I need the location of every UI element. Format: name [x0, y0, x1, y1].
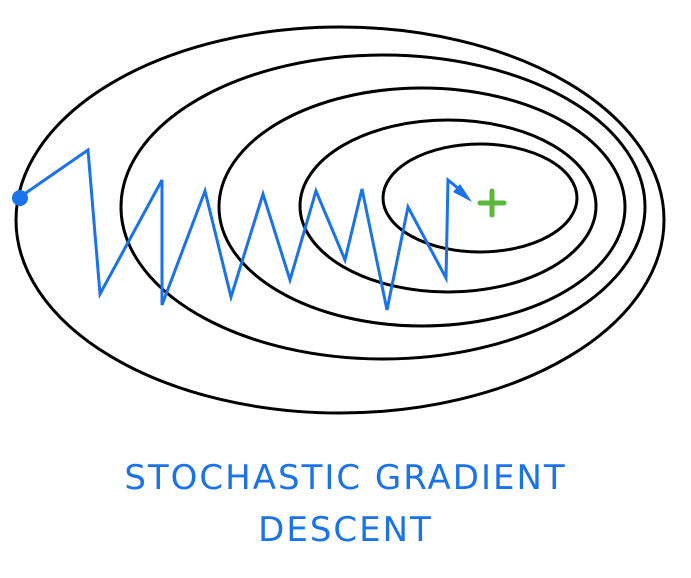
sgd-path — [19, 147, 466, 311]
caption-line-2: DESCENT — [258, 510, 433, 550]
contour-2 — [119, 53, 647, 361]
contour-4 — [298, 118, 598, 294]
caption-line-1: STOCHASTIC GRADIENT — [124, 458, 567, 498]
contour-1 — [14, 25, 666, 415]
contour-lines — [14, 25, 666, 415]
sgd-diagram — [12, 25, 666, 415]
start-point-icon — [12, 190, 28, 206]
contour-5 — [381, 142, 579, 254]
arrowhead-icon — [453, 184, 472, 202]
contour-3 — [217, 86, 627, 328]
plus-icon — [477, 188, 507, 218]
